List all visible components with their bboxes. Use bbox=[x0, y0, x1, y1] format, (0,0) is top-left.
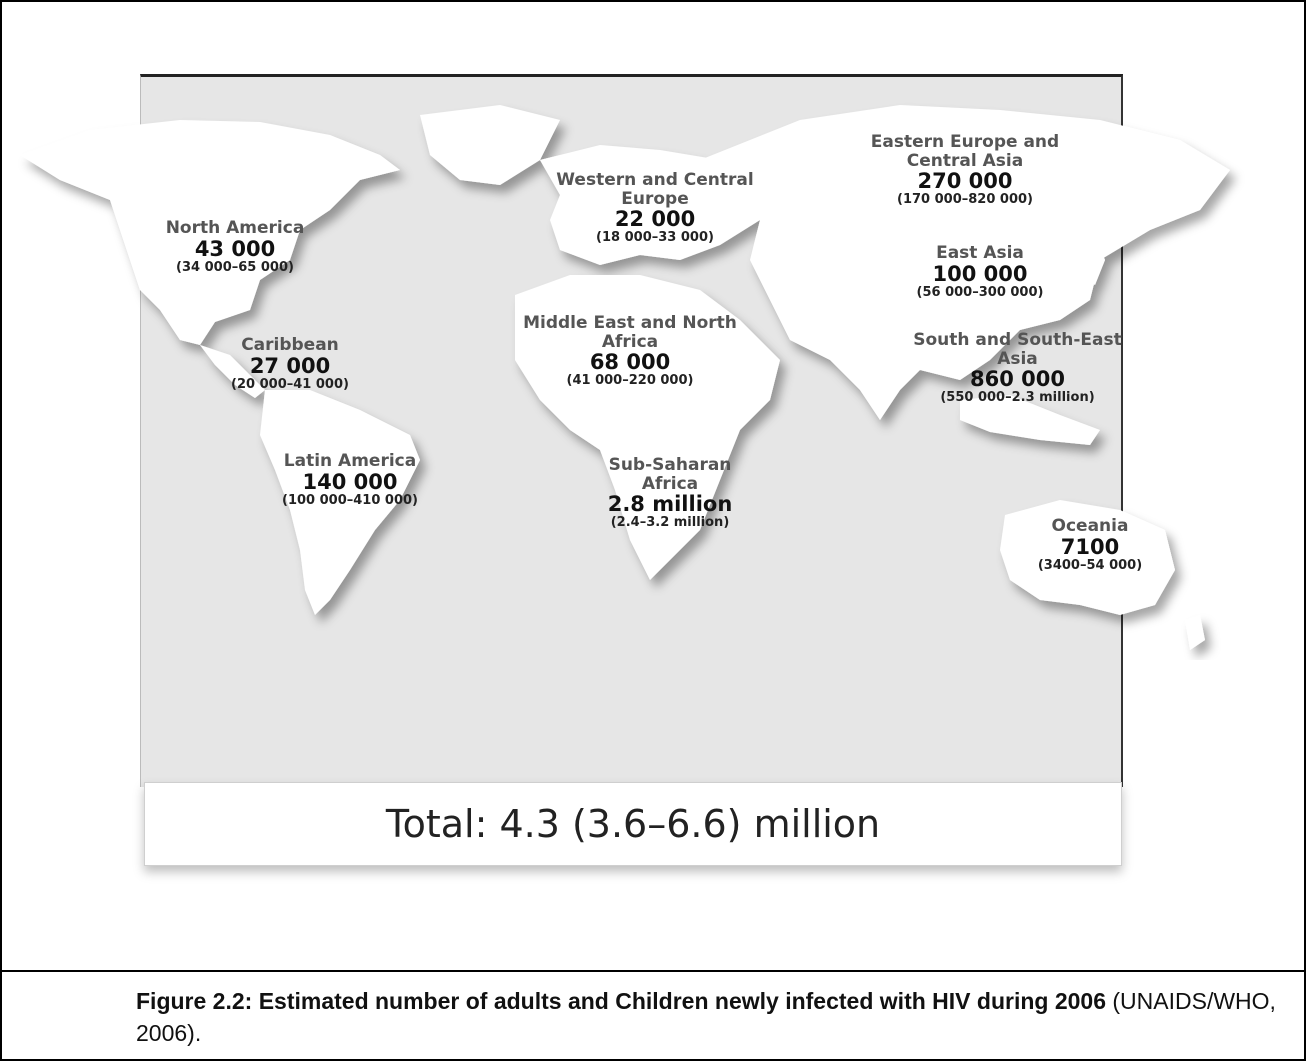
region-east-asia: East Asia 100 000 (56 000–300 000) bbox=[880, 244, 1080, 300]
region-caribbean: Caribbean 27 000 (20 000–41 000) bbox=[195, 336, 385, 392]
figure-caption: Figure 2.2: Estimated number of adults a… bbox=[136, 985, 1286, 1049]
total-label: Total: 4.3 (3.6–6.6) million bbox=[385, 802, 881, 846]
caption-divider bbox=[0, 970, 1306, 972]
region-name: Oceania bbox=[1051, 516, 1129, 536]
region-sub-saharan-africa: Sub-Saharan Africa 2.8 million (2.4–3.2 … bbox=[585, 456, 755, 531]
region-range: (2.4–3.2 million) bbox=[610, 515, 730, 531]
region-name: Eastern Europe and Central Asia bbox=[870, 132, 1060, 171]
region-range: (41 000–220 000) bbox=[566, 373, 694, 389]
region-value: 2.8 million bbox=[607, 492, 733, 517]
total-box: Total: 4.3 (3.6–6.6) million bbox=[144, 782, 1122, 866]
region-name: Middle East and North Africa bbox=[523, 313, 737, 352]
landmass-australia bbox=[1000, 500, 1175, 615]
region-name: Western and Central Europe bbox=[556, 170, 754, 209]
world-map bbox=[20, 105, 1230, 650]
region-range: (34 000–65 000) bbox=[176, 259, 294, 275]
region-value: 270 000 bbox=[917, 169, 1013, 194]
region-value: 860 000 bbox=[970, 367, 1065, 392]
region-range: (170 000–820 000) bbox=[897, 192, 1033, 208]
landmass-central-america bbox=[200, 345, 265, 398]
region-name: Sub-Saharan Africa bbox=[608, 455, 732, 494]
region-range: (18 000–33 000) bbox=[596, 230, 714, 246]
region-middle-east-north-africa: Middle East and North Africa 68 000 (41 … bbox=[515, 314, 745, 389]
region-south-southeast-asia: South and South-East Asia 860 000 (550 0… bbox=[905, 331, 1130, 406]
region-north-america: North America 43 000 (34 000–65 000) bbox=[140, 219, 330, 275]
region-range: (56 000–300 000) bbox=[916, 284, 1044, 300]
landmass-africa bbox=[515, 275, 780, 580]
region-range: (3400–54 000) bbox=[1037, 557, 1143, 573]
region-value: 140 000 bbox=[302, 469, 398, 494]
region-value: 68 000 bbox=[589, 350, 671, 375]
landmass-southeast-asia bbox=[960, 395, 1100, 445]
landmass-south-america bbox=[260, 390, 420, 615]
region-value: 100 000 bbox=[932, 261, 1028, 286]
region-name: Caribbean bbox=[241, 335, 339, 355]
region-western-central-europe: Western and Central Europe 22 000 (18 00… bbox=[555, 171, 755, 246]
region-latin-america: Latin America 140 000 (100 000–410 000) bbox=[245, 452, 455, 508]
region-range: (20 000–41 000) bbox=[231, 376, 349, 392]
landmass-north-america bbox=[20, 120, 400, 345]
region-value: 43 000 bbox=[194, 236, 276, 261]
region-value: 7100 bbox=[1060, 534, 1120, 559]
landmass-asia bbox=[700, 105, 1230, 420]
region-value: 22 000 bbox=[614, 207, 696, 232]
caption-source: (UNAIDS/WHO, 2006). bbox=[136, 988, 1276, 1046]
region-oceania: Oceania 7100 (3400–54 000) bbox=[1005, 517, 1175, 573]
region-value: 27 000 bbox=[249, 353, 331, 378]
region-name: North America bbox=[165, 218, 305, 238]
region-range: (100 000–410 000) bbox=[282, 492, 418, 508]
region-range: (550 000–2.3 million) bbox=[940, 390, 1095, 406]
region-name: East Asia bbox=[936, 243, 1024, 263]
caption-label: Figure 2.2: Estimated number of adults a… bbox=[136, 988, 1106, 1014]
landmass-greenland bbox=[420, 105, 560, 185]
landmass-europe bbox=[540, 145, 760, 265]
landmass-japan bbox=[1080, 235, 1105, 285]
region-name: Latin America bbox=[283, 451, 417, 471]
region-eastern-europe-central-asia: Eastern Europe and Central Asia 270 000 … bbox=[855, 133, 1075, 208]
region-name: South and South-East Asia bbox=[913, 330, 1122, 369]
landmass-new-zealand bbox=[1185, 615, 1205, 650]
